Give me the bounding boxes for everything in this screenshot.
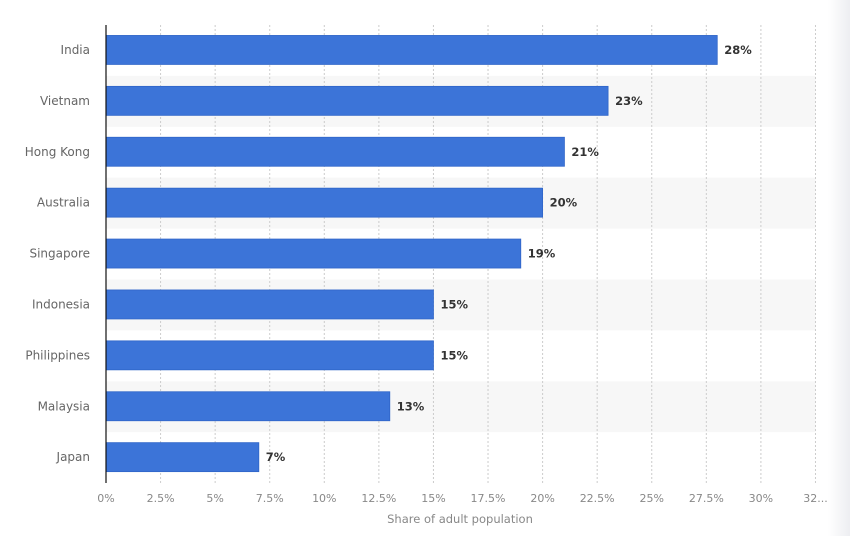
bar-indonesia[interactable] xyxy=(105,289,434,320)
bar-vietnam[interactable] xyxy=(105,85,609,116)
value-label: 7% xyxy=(266,450,286,464)
value-label: 20% xyxy=(550,196,578,210)
x-tick-label: 2.5% xyxy=(147,492,175,505)
x-tick-label: 22.5% xyxy=(580,492,615,505)
x-tick-label: 5% xyxy=(206,492,223,505)
category-label: Hong Kong xyxy=(25,145,90,159)
edge-shadow xyxy=(828,0,850,536)
bar-philippines[interactable] xyxy=(105,340,434,371)
x-tick-label: 0% xyxy=(97,492,114,505)
category-label: Malaysia xyxy=(38,399,90,413)
bar-japan[interactable] xyxy=(105,442,260,473)
x-tick-label: 15% xyxy=(421,492,445,505)
category-label: Philippines xyxy=(25,348,90,362)
value-label: 15% xyxy=(440,348,468,362)
value-label: 15% xyxy=(440,297,468,311)
category-label: Indonesia xyxy=(32,297,90,311)
value-label: 13% xyxy=(397,399,425,413)
x-axis-title: Share of adult population xyxy=(387,512,533,526)
bar-singapore[interactable] xyxy=(105,238,522,269)
bar-india[interactable] xyxy=(105,35,718,65)
category-label: Singapore xyxy=(29,247,90,261)
value-label: 23% xyxy=(615,94,643,108)
bar-australia[interactable] xyxy=(105,187,544,218)
category-label: Australia xyxy=(37,196,90,210)
x-tick-label: 10% xyxy=(312,492,336,505)
value-label: 19% xyxy=(528,247,556,261)
x-tick-label: 25% xyxy=(640,492,664,505)
x-tick-label: 17.5% xyxy=(471,492,506,505)
value-label: 28% xyxy=(724,43,752,57)
x-tick-label: 12.5% xyxy=(361,492,396,505)
category-label: Japan xyxy=(56,450,90,464)
x-tick-label: 32... xyxy=(803,492,828,505)
x-tick-label: 27.5% xyxy=(689,492,724,505)
bar-hong-kong[interactable] xyxy=(105,136,565,167)
x-tick-label: 30% xyxy=(749,492,773,505)
x-tick-label: 20% xyxy=(530,492,554,505)
category-label: India xyxy=(61,43,90,57)
category-label: Vietnam xyxy=(40,94,90,108)
bar-malaysia[interactable] xyxy=(105,391,391,422)
x-tick-label: 7.5% xyxy=(256,492,284,505)
value-label: 21% xyxy=(571,145,599,159)
